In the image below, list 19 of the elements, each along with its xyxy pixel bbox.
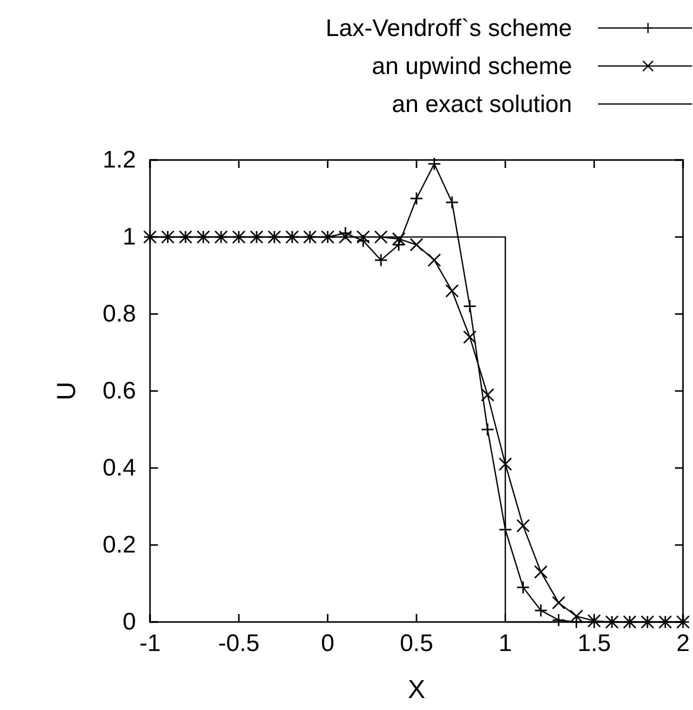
y-tick-label: 0.2 — [102, 532, 136, 559]
x-tick-label: 2 — [676, 630, 690, 658]
legend-label: an upwind scheme — [372, 53, 572, 80]
y-tick-label: 1 — [122, 224, 136, 251]
x-tick-label: 1 — [498, 630, 512, 658]
y-tick-label: 1.2 — [102, 146, 136, 174]
legend-label: an exact solution — [392, 91, 572, 118]
x-tick-label: -1 — [139, 630, 161, 658]
x-axis-title: X — [408, 674, 426, 704]
legend-label: Lax-Vendroff`s scheme — [326, 15, 572, 42]
y-tick-label: 0 — [122, 608, 136, 636]
x-tick-label: 0.5 — [400, 630, 434, 658]
x-tick-label: 1.5 — [577, 630, 611, 658]
y-tick-label: 0.8 — [102, 300, 136, 328]
y-tick-label: 0.6 — [102, 378, 136, 405]
y-tick-label: 0.4 — [102, 454, 136, 482]
x-tick-label: -0.5 — [218, 630, 260, 658]
x-tick-label: 0 — [320, 630, 334, 658]
y-axis-title: U — [51, 382, 81, 400]
